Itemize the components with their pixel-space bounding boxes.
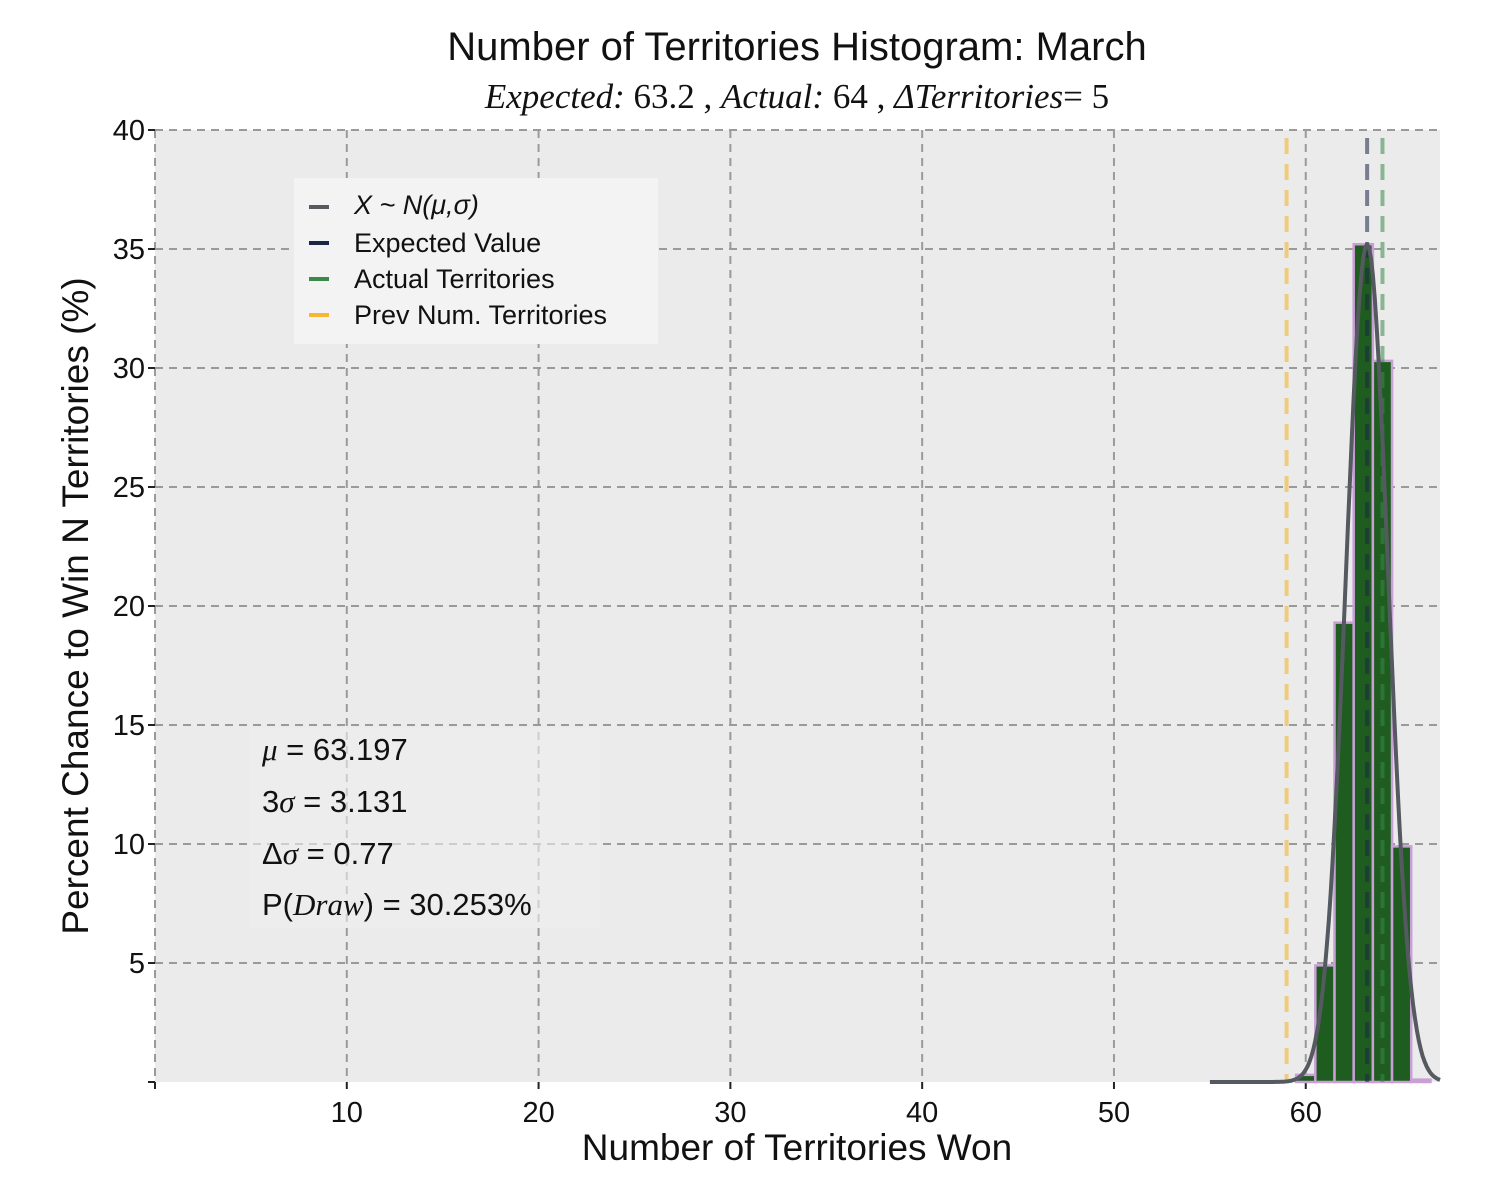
- y-tick-label: 35: [113, 234, 145, 266]
- reference-lines: [1284, 138, 1385, 1082]
- y-tick-label: 25: [113, 472, 145, 504]
- y-tick-label: 15: [113, 710, 145, 742]
- subtitle-expected-label: Expected:: [484, 77, 625, 116]
- stats-box-background: [250, 728, 600, 928]
- x-tick-label: 10: [331, 1097, 363, 1129]
- x-tick-label: 60: [1290, 1097, 1322, 1129]
- stat-three-sigma: 3σ = 3.131: [262, 784, 407, 819]
- normal-curve-line: [1209, 242, 1441, 1084]
- legend-label-normal: X ~ N(μ,σ): [353, 190, 479, 220]
- chart-title: Number of Territories Histogram: March: [447, 25, 1146, 69]
- y-tick-label: 20: [113, 591, 145, 623]
- y-tick-label: 5: [129, 948, 145, 980]
- subtitle-delta-label: ΔTerritories: [892, 77, 1063, 116]
- y-tick-label: 30: [113, 353, 145, 385]
- x-tick-label: 20: [522, 1097, 554, 1129]
- subtitle-actual-value: 64: [833, 77, 868, 116]
- stat-delta-sigma: Δσ = 0.77: [262, 836, 394, 871]
- y-tick-label: 10: [113, 829, 145, 861]
- stat-mu: μ = 63.197: [261, 732, 408, 767]
- legend-label-expected: Expected Value: [354, 228, 541, 258]
- legend-box: [294, 178, 658, 344]
- y-axis-label: Percent Chance to Win N Territories (%): [55, 277, 96, 934]
- y-tick-label: 40: [113, 115, 145, 147]
- histogram-bar: [1409, 1078, 1432, 1084]
- subtitle-expected-value: 63.2: [634, 77, 695, 116]
- x-tick-label: 40: [906, 1097, 938, 1129]
- normal-curve: [1209, 242, 1441, 1084]
- x-tick-label: 50: [1098, 1097, 1130, 1129]
- legend: X ~ N(μ,σ) Expected Value Actual Territo…: [294, 178, 658, 344]
- chart-subtitle: Expected: 63.2 , Actual: 64 , ΔTerritori…: [484, 77, 1109, 116]
- stats-box: μ = 63.197 3σ = 3.131 Δσ = 0.77 P(Draw) …: [250, 728, 600, 928]
- subtitle-delta-value: = 5: [1063, 77, 1109, 116]
- subtitle-separator-2: ,: [877, 77, 886, 116]
- subtitle-separator-1: ,: [704, 77, 713, 116]
- axis-ticks: 10 20 30 40 50 60 5 10 15 20 25 30 35 40: [113, 115, 1322, 1129]
- subtitle-actual-label: Actual:: [719, 77, 824, 116]
- histogram-bar: [1333, 621, 1355, 1084]
- legend-label-prev: Prev Num. Territories: [354, 300, 607, 330]
- legend-label-actual: Actual Territories: [354, 264, 555, 294]
- x-tick-label: 30: [714, 1097, 746, 1129]
- stat-p-draw: P(Draw) = 30.253%: [262, 887, 532, 922]
- x-axis-label: Number of Territories Won: [582, 1127, 1012, 1168]
